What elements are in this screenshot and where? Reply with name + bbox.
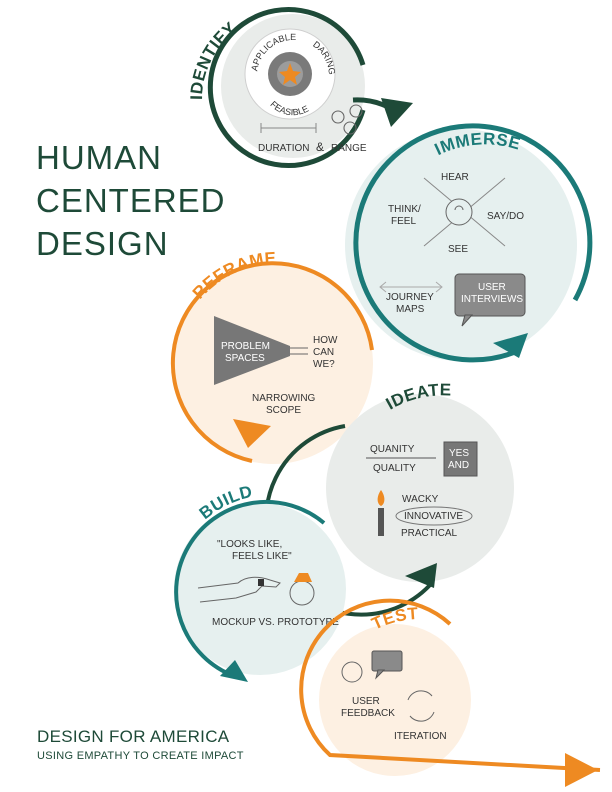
main-title-line-2: CENTERED — [36, 182, 226, 219]
test-ring — [299, 598, 601, 772]
immerse-saydo: SAY/DO — [487, 211, 524, 222]
ideate-fill — [326, 394, 514, 582]
funnel-shape — [214, 316, 290, 385]
main-title: HUMAN CENTERED DESIGN — [36, 136, 226, 265]
reframe-how: HOW — [313, 335, 338, 346]
ideate-practical: PRACTICAL — [401, 528, 458, 539]
immerse-journey: JOURNEY — [386, 292, 434, 303]
immerse-see: SEE — [448, 244, 468, 255]
duration-label: DURATION — [258, 143, 309, 154]
build-arrowhead — [220, 660, 248, 682]
ideate-quanity: QUANITY — [370, 444, 415, 455]
test-arrowhead — [565, 753, 598, 787]
immerse-feel: FEEL — [391, 216, 416, 227]
reframe-problem: PROBLEM — [221, 341, 270, 352]
reframe-we: WE? — [313, 359, 335, 370]
ideate-and: AND — [448, 460, 469, 471]
reframe-spaces: SPACES — [225, 353, 265, 364]
face-icon — [445, 198, 473, 226]
face-icon-brow — [454, 205, 464, 211]
feedback-face-icon — [341, 661, 363, 683]
immerse-hear: HEAR — [441, 172, 469, 183]
interview-bubble-tail — [461, 314, 474, 327]
immerse-arrowhead — [493, 333, 528, 358]
identify-ring — [207, 7, 366, 168]
test-iteration: ITERATION — [394, 731, 447, 742]
yes-and-box — [443, 441, 478, 477]
reframe-ring — [170, 261, 374, 463]
interview-bubble — [454, 273, 526, 317]
star-icon — [279, 63, 301, 85]
ideate-wacky: WACKY — [402, 494, 439, 505]
immerse-interviews: INTERVIEWS — [461, 294, 523, 305]
reframe-fill — [173, 264, 373, 464]
build-ring — [174, 499, 326, 678]
ideate-innovative: INNOVATIVE — [404, 511, 463, 522]
test-user: USER — [352, 696, 380, 707]
ampersand-label: & — [316, 140, 324, 154]
footer-title: DESIGN FOR AMERICA — [37, 727, 230, 746]
double-arrow-icon — [379, 281, 443, 293]
identify-arrowhead — [381, 98, 413, 127]
stage-test: TEST USER FEEDBACK ITERATION — [299, 598, 601, 787]
test-feedback: FEEDBACK — [341, 708, 395, 719]
range-label: RANGE — [331, 143, 367, 154]
footer-tagline: USING EMPATHY TO CREATE IMPACT — [37, 750, 244, 762]
immerse-maps: MAPS — [396, 304, 425, 315]
innovative-ellipse — [395, 506, 473, 526]
ring-on-hand-icon — [258, 579, 264, 586]
reframe-narrowing: NARROWING — [252, 393, 316, 404]
build-fill — [174, 503, 346, 675]
immerse-think: THINK/ — [388, 204, 421, 215]
test-fill — [319, 624, 471, 776]
build-quote-1: "LOOKS LIKE, — [217, 539, 282, 550]
ring-gem-icon — [294, 573, 312, 582]
ideate-yes: YES — [449, 448, 469, 459]
feedback-bubble-tail — [375, 669, 386, 680]
immerse-user: USER — [478, 282, 506, 293]
stage-ideate: IDEATE QUANITY QUALITY YES AND WACKY INN… — [264, 380, 514, 617]
build-quote-2: FEELS LIKE" — [232, 551, 292, 562]
hand-icon — [197, 576, 281, 603]
stage-reframe: REFRAME PROBLEM SPACES HOW CAN WE? NARRO… — [170, 249, 374, 464]
immerse-ring — [353, 123, 593, 363]
build-caption: MOCKUP VS. PROTOTYPE — [212, 617, 339, 628]
iteration-cycle-icon — [407, 690, 435, 722]
stage-immerse: IMMERSE HEAR THINK/ FEEL SAY/DO SEE JOUR… — [345, 123, 593, 363]
ideate-quality: QUALITY — [373, 463, 416, 474]
people-icon — [331, 104, 363, 135]
reframe-can: CAN — [313, 347, 334, 358]
reframe-arrowhead — [233, 419, 271, 448]
ideate-arrowhead — [405, 563, 437, 588]
main-title-line-3: DESIGN — [36, 225, 169, 262]
candle-icon — [377, 490, 385, 536]
stage-identify: IDENTIFY APPLICABLE DARING FEASIBLE DURA… — [187, 7, 413, 168]
stage-build: BUILD "LOOKS LIKE, FEELS LIKE" MOCKUP VS… — [174, 482, 346, 682]
footer: DESIGN FOR AMERICA USING EMPATHY TO CREA… — [37, 727, 244, 762]
main-title-line-1: HUMAN — [36, 139, 162, 176]
feedback-bubble-icon — [371, 650, 403, 672]
reframe-scope: SCOPE — [266, 405, 301, 416]
